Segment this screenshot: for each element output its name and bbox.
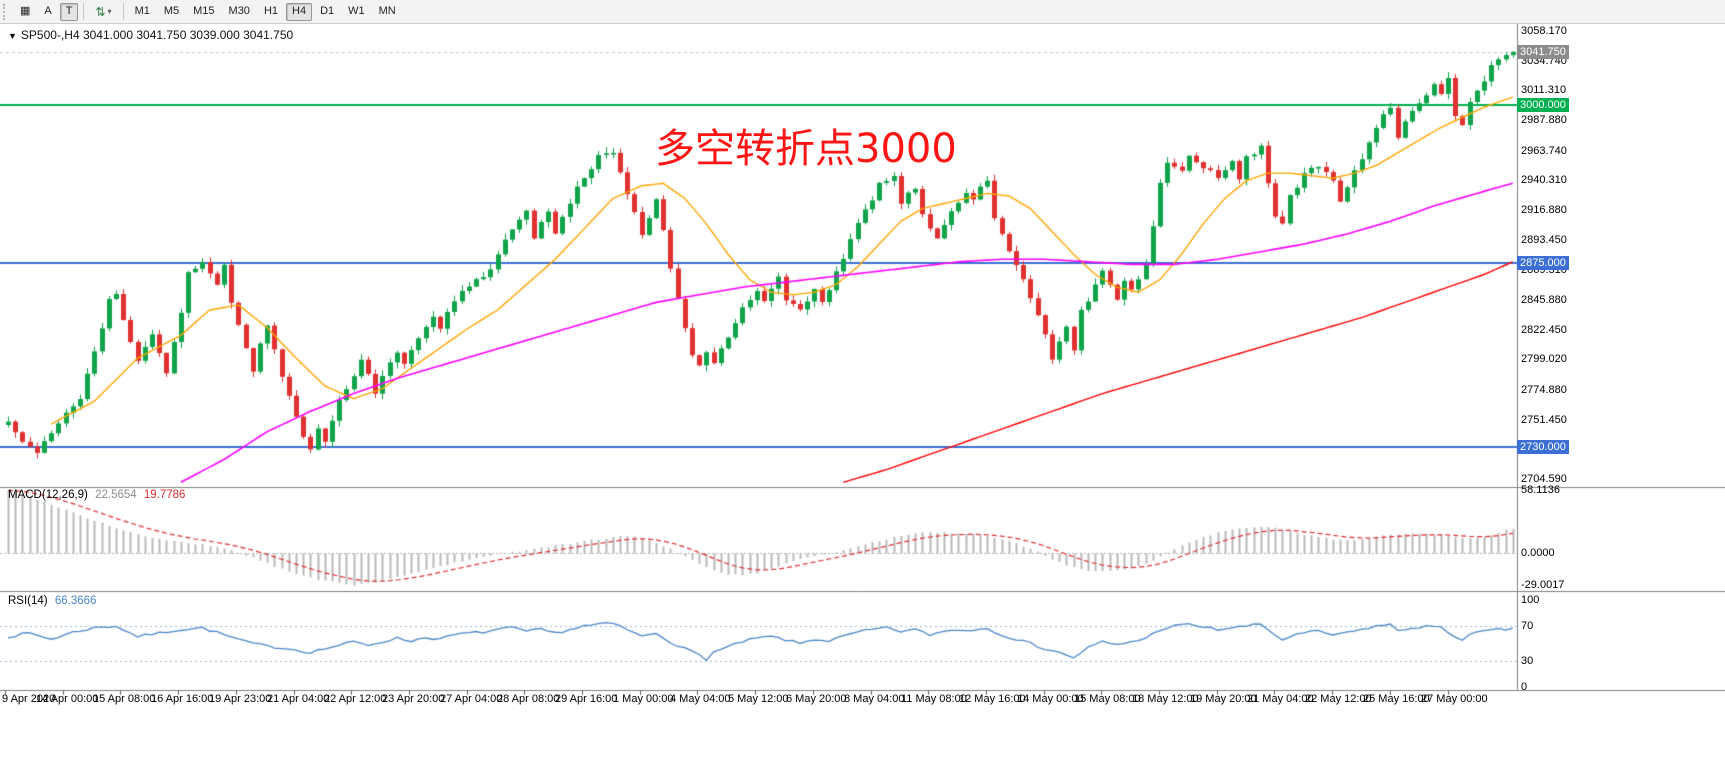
chart-canvas[interactable] [0, 24, 1725, 710]
symbol-ohlc-line[interactable]: ▼ SP500-,H4 3041.000 3041.750 3039.000 30… [8, 28, 293, 42]
scroll-arrows-icon: ⇅ [95, 4, 106, 19]
price-axis-tick: 2916.880 [1521, 204, 1567, 216]
time-axis-label: 11 May 08:00 [901, 693, 967, 705]
timeframe-button-d1[interactable]: D1 [314, 3, 340, 21]
timeframe-group: M1 M5 M15 M30 H1 H4 D1 W1 MN [129, 2, 402, 21]
rsi-value: 66.3666 [54, 595, 97, 607]
font-a-button[interactable]: A [38, 3, 57, 21]
time-axis-label: 23 Apr 20:00 [382, 693, 445, 705]
rsi-axis-tick: 70 [1521, 620, 1534, 632]
time-axis-label: 19 May 20:00 [1190, 693, 1257, 705]
rsi-axis-tick: 30 [1521, 655, 1534, 667]
time-axis-label: 27 May 00:00 [1421, 693, 1488, 705]
price-axis-tick: 2799.020 [1521, 353, 1567, 365]
price-axis-tick: 2963.740 [1521, 145, 1567, 157]
text-t-button[interactable]: T [59, 2, 79, 21]
timeframe-button-m1[interactable]: M1 [129, 3, 156, 21]
timeframe-button-h4[interactable]: H4 [286, 2, 313, 21]
price-axis-tick: 2774.880 [1521, 384, 1567, 396]
macd-axis-tick: 0.0000 [1521, 547, 1555, 559]
timeframe-button-h1[interactable]: H1 [258, 3, 284, 21]
price-axis-tick: 3058.170 [1521, 25, 1567, 37]
level-3000-tag: 3000.000 [1517, 98, 1569, 112]
chevron-down-icon: ▾ [107, 6, 112, 16]
toolbar-grip[interactable] [3, 3, 10, 20]
time-axis-label: 25 May 16:00 [1363, 693, 1430, 705]
timeframe-button-m15[interactable]: M15 [187, 3, 220, 21]
time-axis-label: 18 May 12:00 [1132, 693, 1199, 705]
toolbar-left-group: ▦ A T [14, 2, 79, 21]
time-axis-label: 16 Apr 16:00 [151, 693, 214, 705]
collapse-caret-icon: ▼ [8, 31, 17, 41]
time-axis-label: 22 May 12:00 [1305, 693, 1372, 705]
chart-region: 3058.170 3034.740 3011.310 2987.880 2963.740… [0, 24, 1725, 710]
time-axis-label: 15 Apr 08:00 [93, 693, 156, 705]
macd-axis-tick: 58.1136 [1521, 484, 1560, 496]
price-axis-tick: 2704.590 [1521, 473, 1567, 485]
time-axis-label: 22 Apr 12:00 [324, 693, 387, 705]
time-axis-label: 29 Apr 16:00 [555, 693, 618, 705]
scroll-shift-button[interactable]: ⇅ ▾ [89, 3, 117, 21]
time-axis-label: 8 May 04:00 [844, 693, 905, 705]
price-axis-tick: 3011.310 [1521, 84, 1567, 96]
axis-overlay: 3058.170 3034.740 3011.310 2987.880 2963.740… [0, 24, 1725, 710]
time-axis-label: 9 Apr 2020 [2, 693, 56, 705]
time-axis-label: 14 May 00:00 [1017, 693, 1084, 705]
time-axis-label: 4 May 04:00 [670, 693, 731, 705]
price-axis-tick: 2893.450 [1521, 234, 1567, 246]
price-axis-tick: 2940.310 [1521, 174, 1567, 186]
timeframe-button-w1[interactable]: W1 [342, 3, 371, 21]
time-axis-label: 1 May 00:00 [613, 693, 674, 705]
time-axis[interactable] [0, 690, 1517, 710]
macd-axis-tick: -29.0017 [1521, 579, 1565, 591]
time-axis-label: 19 Apr 23:00 [209, 693, 272, 705]
level-2730-tag: 2730.000 [1517, 440, 1569, 454]
time-axis-label: 27 Apr 04:00 [440, 693, 503, 705]
timeframe-button-m30[interactable]: M30 [223, 3, 256, 21]
symbol-ohlc-text: SP500-,H4 3041.000 3041.750 3039.000 304… [20, 28, 294, 42]
price-axis-tick: 2987.880 [1521, 114, 1567, 126]
macd-signal-value: 19.7786 [143, 489, 186, 501]
price-axis-tick: 2751.450 [1521, 414, 1567, 426]
time-axis-label: 14 Apr 00:00 [36, 693, 99, 705]
rsi-axis-tick: 0 [1521, 681, 1528, 693]
timeframe-button-m5[interactable]: M5 [158, 3, 185, 21]
toolbar-separator [122, 3, 124, 20]
price-axis-tick: 2845.880 [1521, 294, 1567, 306]
macd-main-value: 22.5654 [95, 489, 137, 501]
time-axis-label: 5 May 12:00 [728, 693, 789, 705]
time-axis-label: 12 May 16:00 [959, 693, 1026, 705]
level-2875-tag: 2875.000 [1517, 256, 1569, 270]
time-axis-label: 6 May 20:00 [786, 693, 847, 705]
price-axis[interactable] [1517, 24, 1637, 487]
macd-name: MACD(12,26,9) [8, 489, 88, 501]
time-axis-label: 21 May 04:00 [1247, 693, 1314, 705]
time-axis-label: 28 Apr 08:00 [497, 693, 560, 705]
timeframe-button-mn[interactable]: MN [373, 3, 402, 21]
time-axis-label: 21 Apr 04:00 [267, 693, 330, 705]
price-axis-tick: 2822.450 [1521, 324, 1567, 336]
rsi-axis-tick: 100 [1521, 594, 1540, 606]
time-axis-label: 15 May 08:00 [1074, 693, 1141, 705]
toolbar-separator [83, 3, 85, 20]
chart-grid-button[interactable]: ▦ [14, 3, 36, 21]
rsi-label: RSI(14) 66.3666 [8, 595, 96, 607]
annotation-text: 多空转折点3000 [655, 126, 957, 172]
macd-label: MACD(12,26,9) 22.5654 19.7786 [8, 489, 185, 501]
current-price-tag: 3041.750 [1517, 45, 1569, 59]
rsi-name: RSI(14) [8, 595, 48, 607]
toolbar: ▦ A T ⇅ ▾ M1 M5 M15 M30 H1 H4 D1 W1 MN [0, 0, 1725, 24]
